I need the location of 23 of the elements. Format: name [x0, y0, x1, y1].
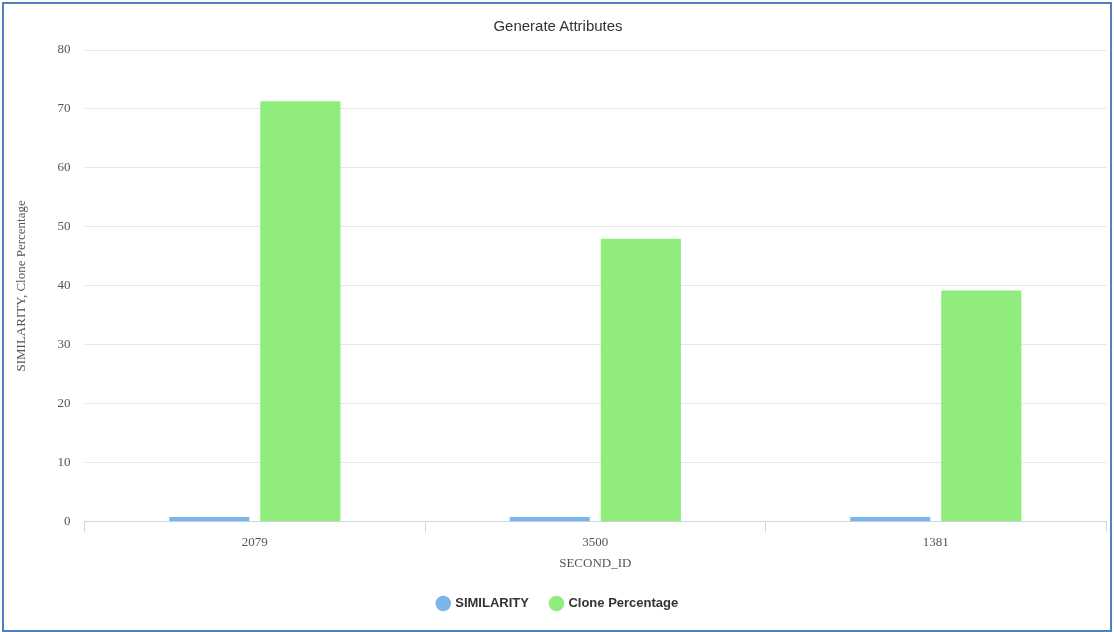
x-axis-title: SECOND_ID [559, 554, 632, 570]
y-tick-label: 0 [64, 513, 71, 529]
x-tick-label: 1381 [922, 534, 949, 550]
bar [941, 290, 1022, 522]
y-tick-label: 80 [57, 41, 71, 57]
legend-label: SIMILARITY [455, 595, 530, 611]
y-tick-label: 30 [57, 336, 71, 352]
y-tick-label: 70 [57, 100, 71, 116]
legend-label: Clone Percentage [568, 595, 679, 611]
y-tick-label: 60 [57, 159, 71, 175]
y-tick-label: 40 [57, 277, 71, 293]
y-tick-label: 20 [57, 395, 71, 411]
x-tick-label: 3500 [582, 534, 609, 550]
chart-title: Generate Attributes [493, 17, 623, 35]
y-tick-label: 50 [57, 218, 71, 234]
bar [509, 517, 590, 522]
bar [260, 101, 341, 522]
y-axis-title: SIMILARITY, Clone Percentage [13, 200, 29, 372]
bar [850, 517, 931, 522]
bar [169, 517, 250, 522]
y-tick-label: 10 [57, 454, 71, 470]
x-tick-label: 2079 [241, 534, 268, 550]
bar [600, 238, 681, 522]
